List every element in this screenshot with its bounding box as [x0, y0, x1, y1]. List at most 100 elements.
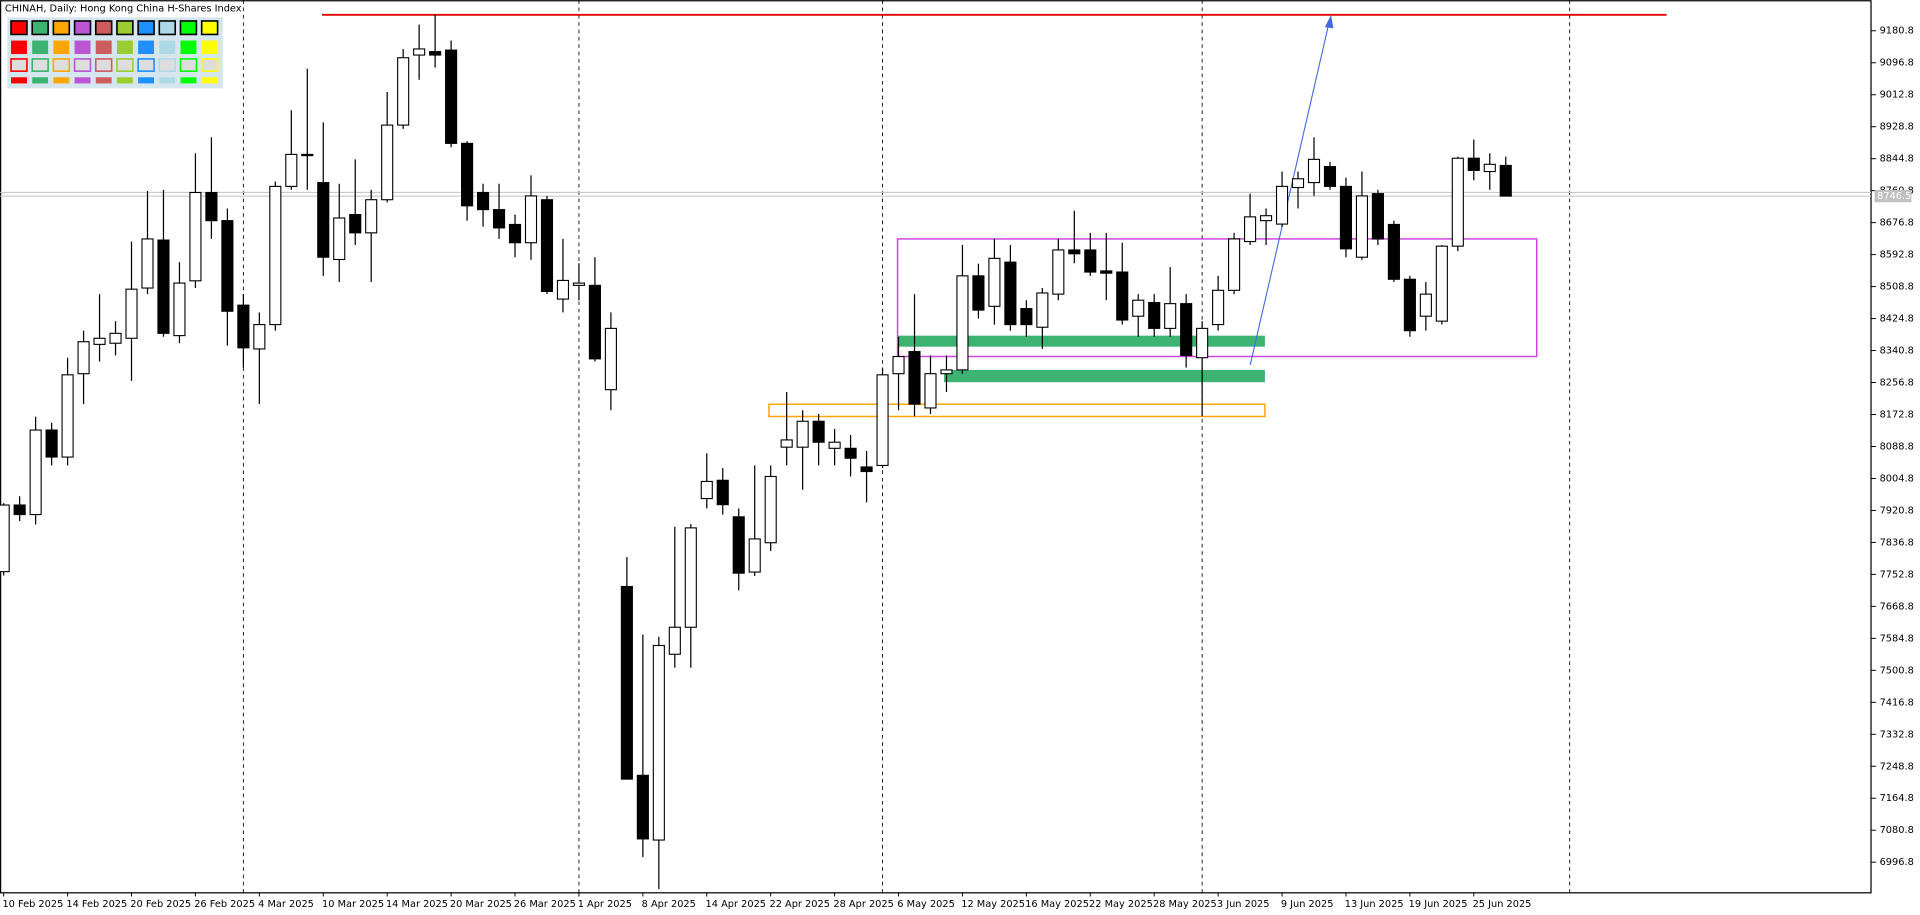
candle-body [652, 644, 665, 841]
plot-frame [0, 0, 1872, 894]
candle-body [1355, 195, 1368, 258]
palette-swatch [137, 20, 155, 36]
y-tick-label: 8592.8 [1880, 250, 1914, 261]
y-tick-label: 7164.8 [1880, 793, 1914, 804]
x-tick-label: 3 Jun 2025 [1217, 899, 1270, 910]
palette-swatch [52, 58, 71, 72]
candle-body [1435, 245, 1448, 322]
candle-body [876, 374, 889, 466]
candle-body [668, 626, 681, 655]
candle-body [13, 504, 26, 516]
x-tick-label: 14 Mar 2025 [386, 899, 448, 910]
last-price-label: 8746.5 [1877, 191, 1911, 202]
x-tick-label: 10 Mar 2025 [322, 899, 384, 910]
candle-body [349, 214, 362, 234]
candle-body [1036, 292, 1049, 328]
candle-body [237, 304, 250, 349]
candle-body [556, 279, 570, 300]
chart-title: CHINAH, Daily: Hong Kong China H-Shares … [5, 4, 242, 15]
x-tick-label: 22 May 2025 [1089, 899, 1153, 910]
candle-body [381, 124, 394, 201]
candle-body [141, 238, 154, 289]
candle-body [109, 332, 122, 344]
y-tick-label: 7752.8 [1880, 569, 1914, 580]
arrow-head [1324, 14, 1334, 29]
candle-body [1403, 278, 1416, 332]
x-tick-label: 14 Apr 2025 [706, 899, 766, 910]
y-tick-label: 8088.8 [1880, 441, 1914, 452]
y-tick-label: 7500.8 [1880, 665, 1914, 676]
x-tick-label: 16 May 2025 [1025, 899, 1089, 910]
candle-body [1196, 327, 1209, 359]
palette-swatch [53, 40, 70, 55]
palette-swatch [116, 58, 134, 72]
candle-body [333, 217, 346, 261]
candle-body [125, 288, 138, 339]
x-tick-label: 9 Jun 2025 [1281, 899, 1334, 910]
x-tick-label: 25 Jun 2025 [1473, 899, 1532, 910]
candle-body [844, 447, 857, 459]
candle-body [812, 420, 825, 443]
candle-body [77, 341, 90, 375]
candle-body [461, 142, 474, 207]
candle-body [45, 429, 58, 458]
palette-swatch [94, 58, 113, 72]
x-tick-label: 13 Jun 2025 [1345, 899, 1404, 910]
candle-body [429, 51, 442, 56]
candle-body [1259, 215, 1273, 222]
palette-swatch [53, 77, 70, 84]
y-tick-label: 8004.8 [1880, 473, 1914, 484]
y-tick-label: 7416.8 [1880, 697, 1914, 708]
candle-body [1068, 249, 1081, 255]
x-tick-label: 12 May 2025 [961, 899, 1025, 910]
candle-body [1291, 178, 1305, 189]
candle-body [1020, 308, 1033, 326]
candle-body [1451, 157, 1464, 247]
x-tick-label: 26 Mar 2025 [514, 899, 576, 910]
drawing-objects [322, 13, 1667, 418]
x-tick-label: 26 Feb 2025 [194, 899, 255, 910]
candle-body [828, 441, 841, 449]
candle-body [285, 153, 298, 187]
y-tick-label: 8172.8 [1880, 410, 1914, 421]
candle-body [908, 351, 921, 405]
palette-swatch [73, 20, 92, 36]
candle-body [764, 475, 777, 544]
candle-body [796, 420, 809, 448]
candle-body [29, 429, 42, 516]
candle-body [397, 57, 410, 126]
y-tick-label: 8508.8 [1880, 282, 1914, 293]
y-tick-label: 7920.8 [1880, 505, 1914, 516]
palette-swatch [32, 40, 49, 55]
x-tick-label: 6 May 2025 [897, 899, 955, 910]
candle-body [445, 49, 458, 144]
candle-body [860, 466, 873, 473]
candle-body [540, 199, 554, 293]
palette-swatch [10, 58, 28, 72]
candle-body [1371, 193, 1384, 240]
candle-body [588, 284, 601, 360]
projection-arrow [1249, 24, 1330, 366]
candle-body [1275, 185, 1289, 225]
candle-body [572, 282, 585, 286]
palette-swatch [200, 20, 219, 36]
period-separators [242, 0, 1571, 893]
candle-body [1100, 270, 1113, 274]
candle-body [972, 275, 985, 311]
candle-body [173, 282, 186, 337]
candle-body [732, 516, 745, 574]
palette-swatch [94, 20, 113, 36]
candle-body [1387, 223, 1400, 280]
palette-swatch [138, 77, 155, 84]
support-zone [897, 335, 1265, 347]
palette-swatch [179, 58, 198, 72]
range-box [896, 238, 1538, 358]
x-tick-label: 10 Feb 2025 [2, 899, 63, 910]
support-zone [944, 369, 1265, 383]
x-tick-label: 20 Feb 2025 [130, 899, 191, 910]
y-tick-label: 7584.8 [1880, 633, 1914, 644]
x-tick-label: 28 May 2025 [1153, 899, 1217, 910]
candle-body [940, 369, 953, 375]
candles [0, 14, 1512, 890]
y-tick-label: 7080.8 [1880, 825, 1914, 836]
